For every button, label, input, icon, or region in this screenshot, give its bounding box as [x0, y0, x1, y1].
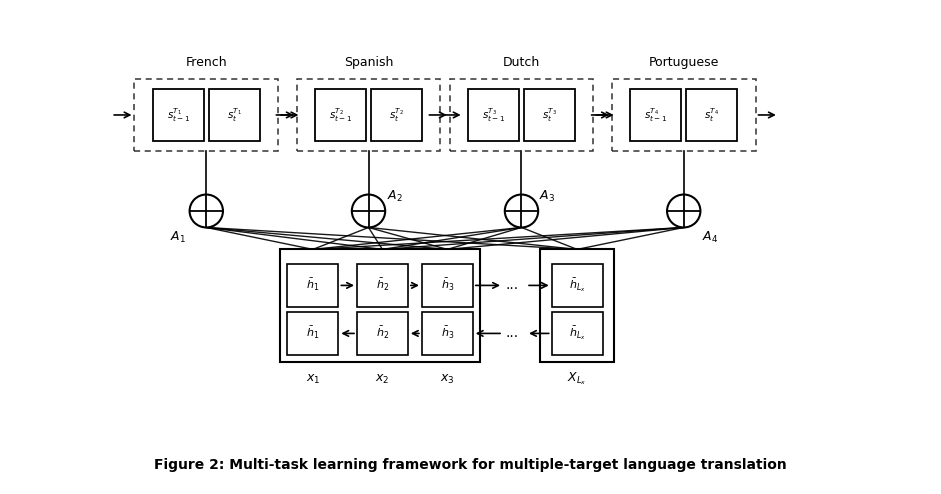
Bar	[469, 88, 519, 141]
Bar	[357, 312, 407, 355]
Bar	[153, 88, 204, 141]
Text: $A_2$: $A_2$	[387, 189, 403, 204]
Text: $X_{L_x}$: $X_{L_x}$	[567, 370, 587, 387]
Text: $\bar{h}_2$: $\bar{h}_2$	[375, 278, 389, 293]
Text: $\bar{h}_1$: $\bar{h}_1$	[306, 278, 320, 293]
Bar	[450, 79, 594, 151]
Text: ...: ...	[505, 279, 518, 292]
Bar	[630, 88, 681, 141]
Bar	[209, 88, 260, 141]
Bar	[686, 88, 737, 141]
Text: Spanish: Spanish	[343, 56, 393, 69]
Bar	[422, 264, 472, 307]
Text: $x_1$: $x_1$	[306, 372, 320, 386]
Text: Portuguese: Portuguese	[648, 56, 719, 69]
Text: $s_t^{T_1}$: $s_t^{T_1}$	[227, 106, 242, 124]
Text: $A_3$: $A_3$	[539, 189, 555, 204]
Bar	[371, 88, 422, 141]
Text: $s_t^{T_4}$: $s_t^{T_4}$	[704, 106, 719, 124]
Bar	[422, 312, 472, 355]
Text: $s_t^{T_3}$: $s_t^{T_3}$	[542, 106, 557, 124]
Text: $s_{t-1}^{T_3}$: $s_{t-1}^{T_3}$	[482, 106, 505, 124]
Text: ...: ...	[505, 327, 518, 340]
Text: $x_2$: $x_2$	[375, 372, 390, 386]
Text: Figure 2: Multi-task learning framework for multiple-target language translation: Figure 2: Multi-task learning framework …	[154, 458, 787, 472]
Ellipse shape	[504, 195, 538, 227]
Bar	[357, 264, 407, 307]
Text: $s_{t-1}^{T_4}$: $s_{t-1}^{T_4}$	[645, 106, 667, 124]
Text: $\bar{h}_3$: $\bar{h}_3$	[440, 278, 454, 293]
Bar	[551, 264, 602, 307]
Text: French: French	[185, 56, 227, 69]
Bar	[551, 312, 602, 355]
Bar	[287, 264, 339, 307]
Bar	[612, 79, 756, 151]
Bar	[524, 88, 575, 141]
Bar	[315, 88, 366, 141]
Bar	[287, 312, 339, 355]
Text: $\bar{h}_{L_x}$: $\bar{h}_{L_x}$	[568, 325, 585, 342]
Text: $s_t^{T_2}$: $s_t^{T_2}$	[389, 106, 404, 124]
Ellipse shape	[667, 195, 700, 227]
Ellipse shape	[189, 195, 223, 227]
Bar	[280, 249, 480, 362]
Bar	[135, 79, 279, 151]
Text: $s_{t-1}^{T_2}$: $s_{t-1}^{T_2}$	[329, 106, 352, 124]
Text: $A_4$: $A_4$	[702, 230, 718, 245]
Text: $\bar{h}_2$: $\bar{h}_2$	[375, 326, 389, 341]
Text: $A_1$: $A_1$	[170, 230, 186, 245]
Text: $s_{t-1}^{T_1}$: $s_{t-1}^{T_1}$	[167, 106, 190, 124]
Text: $x_3$: $x_3$	[440, 372, 455, 386]
Text: $\bar{h}_{L_x}$: $\bar{h}_{L_x}$	[568, 277, 585, 294]
Text: $\bar{h}_1$: $\bar{h}_1$	[306, 326, 320, 341]
Text: $\bar{h}_3$: $\bar{h}_3$	[440, 326, 454, 341]
Bar	[296, 79, 440, 151]
Bar	[540, 249, 614, 362]
Ellipse shape	[352, 195, 385, 227]
Text: Dutch: Dutch	[502, 56, 540, 69]
